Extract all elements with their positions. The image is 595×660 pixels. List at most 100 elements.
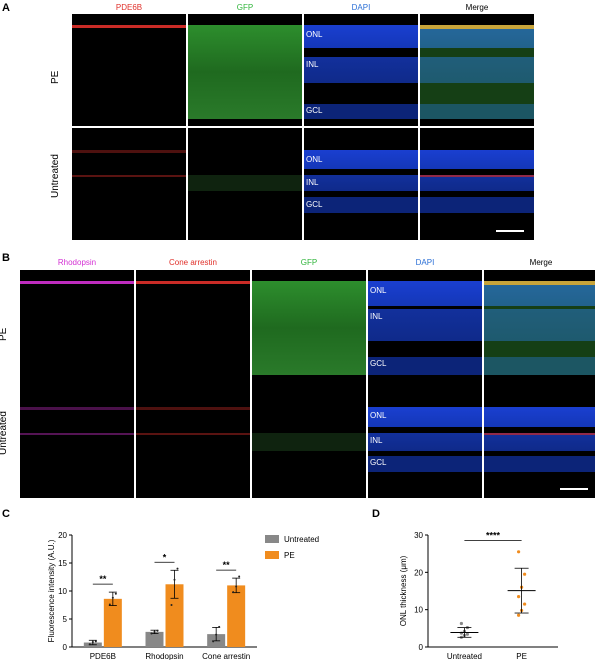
data-point-1-1-2 [176, 567, 179, 570]
a-micrograph-0-2: ONL INL GCL [304, 14, 418, 126]
y-tick-label-2: 10 [58, 587, 67, 596]
x-tick-label-1: Rhodopsin [145, 652, 183, 660]
b-micrograph-0-1 [136, 270, 250, 384]
b-micrograph-1-4 [484, 384, 595, 498]
b-micrograph-0-4 [484, 270, 595, 384]
y-tick-label-2: 20 [414, 568, 423, 577]
b-micrograph-1-0 [20, 384, 134, 498]
data-point-0-0-0 [88, 643, 91, 646]
data-point-0-2-1 [215, 633, 218, 636]
panel-label-b: B [2, 252, 10, 264]
data-point-1-3 [517, 595, 521, 599]
data-point-1-0 [517, 613, 521, 617]
significance-label: **** [486, 531, 501, 541]
data-point-1-0-1 [111, 596, 114, 599]
significance-label-1: * [163, 552, 167, 562]
data-point-0-6 [459, 621, 463, 626]
b-micrograph-0-0 [20, 270, 134, 384]
y-axis-label: ONL thickness (μm) [399, 555, 408, 626]
b-layer-label-1-0: ONL [370, 411, 387, 421]
bar-pe-0 [103, 598, 122, 647]
legend-swatch-0 [265, 535, 279, 543]
b-layer-label-0-0: ONL [370, 285, 387, 295]
panel-label-a: A [2, 2, 10, 14]
a-channel-label-0: PDE6B [115, 3, 143, 12]
b-layer-label-0-2: GCL [370, 358, 387, 368]
a-row-label-1: Untreated [50, 154, 61, 198]
b-layer-label-1-2: GCL [370, 458, 387, 468]
y-tick-label-3: 15 [58, 559, 67, 568]
bar-untreated-1 [145, 631, 164, 647]
data-point-1-2-2 [238, 575, 241, 578]
a-layer-label-0-2: GCL [306, 105, 323, 115]
b-row-label-1: Untreated [0, 411, 9, 455]
b-layer-label-1-1: INL [370, 436, 383, 446]
data-point-1-2-1 [235, 585, 238, 588]
a-layer-label-1-2: GCL [306, 199, 323, 209]
b-micrograph-1-3: ONL INL GCL [368, 384, 482, 498]
a-scale-bar [496, 230, 524, 232]
b-channel-label-4: Merge [529, 258, 553, 267]
data-point-1-2-0 [232, 591, 235, 594]
b-row-label-0: PE [0, 327, 9, 341]
data-point-0-1-0 [150, 632, 153, 635]
b-scale-bar [560, 488, 588, 490]
a-micrograph-1-2: ONL INL GCL [304, 128, 418, 240]
legend-label-0: Untreated [284, 535, 319, 544]
a-micrograph-1-0 [72, 128, 186, 240]
a-layer-label-1-1: INL [306, 178, 319, 188]
data-point-0-2-0 [212, 640, 215, 643]
y-tick-label-1: 10 [414, 606, 423, 615]
b-micrograph-1-1 [136, 384, 250, 498]
bar-pe-1 [165, 584, 184, 647]
data-point-1-5 [523, 572, 527, 576]
a-layer-label-0-0: ONL [306, 29, 323, 39]
panel-label-c: C [2, 508, 10, 520]
b-micrograph-0-2 [252, 270, 366, 384]
y-tick-label-0: 0 [63, 643, 68, 652]
b-channel-label-1: Cone arrestin [168, 258, 218, 267]
x-tick-label-0: Untreated [447, 652, 482, 660]
x-tick-label-2: Cone arrestin [202, 652, 250, 660]
y-tick-label-1: 5 [63, 615, 68, 624]
data-point-0-0-2 [94, 640, 97, 643]
b-micrograph-1-2 [252, 384, 366, 498]
a-channel-label-2: DAPI [351, 3, 371, 12]
b-layer-label-0-1: INL [370, 312, 383, 322]
data-point-0-0-1 [91, 640, 94, 643]
a-channel-label-3: Merge [465, 3, 489, 12]
scatter-chart-onl-thickness: 0 10 20 30 ONL thickness (μm) Untreated PE **** [399, 531, 558, 660]
x-tick-label-1: PE [516, 652, 527, 660]
y-tick-label-3: 30 [414, 531, 423, 540]
panel-label-d: D [372, 508, 380, 520]
a-channel-label-1: GFP [236, 3, 254, 12]
legend-swatch-1 [265, 551, 279, 559]
data-point-1-6 [517, 550, 521, 554]
a-micrograph-0-0 [72, 14, 186, 126]
a-row-label-0: PE [50, 70, 61, 84]
b-channel-label-3: DAPI [415, 258, 435, 267]
data-point-0-1-2 [156, 629, 159, 632]
a-micrograph-0-1 [188, 14, 302, 126]
y-tick-label-4: 20 [58, 531, 67, 540]
b-channel-label-2: GFP [300, 258, 318, 267]
data-point-0-2-2 [218, 625, 221, 628]
data-point-1-0-0 [108, 603, 111, 606]
bar-pe-2 [227, 585, 246, 647]
b-micrograph-0-3: ONL INL GCL [368, 270, 482, 384]
b-channel-label-0: Rhodopsin [57, 258, 97, 267]
a-micrograph-1-3 [420, 128, 534, 240]
a-micrograph-0-3 [420, 14, 534, 126]
data-point-0-1-1 [153, 630, 156, 633]
a-layer-label-1-0: ONL [306, 154, 323, 164]
a-micrograph-1-1 [188, 128, 302, 240]
data-point-0-2 [465, 632, 469, 636]
y-axis-label: Fluorescence intensity (A.U.) [47, 539, 56, 642]
legend-label-1: PE [284, 551, 295, 560]
x-tick-label-0: PDE6B [90, 652, 116, 660]
data-point-1-0-2 [114, 592, 117, 595]
y-tick-label-0: 0 [419, 643, 424, 652]
significance-label-0: ** [99, 574, 107, 584]
a-layer-label-0-1: INL [306, 59, 319, 69]
